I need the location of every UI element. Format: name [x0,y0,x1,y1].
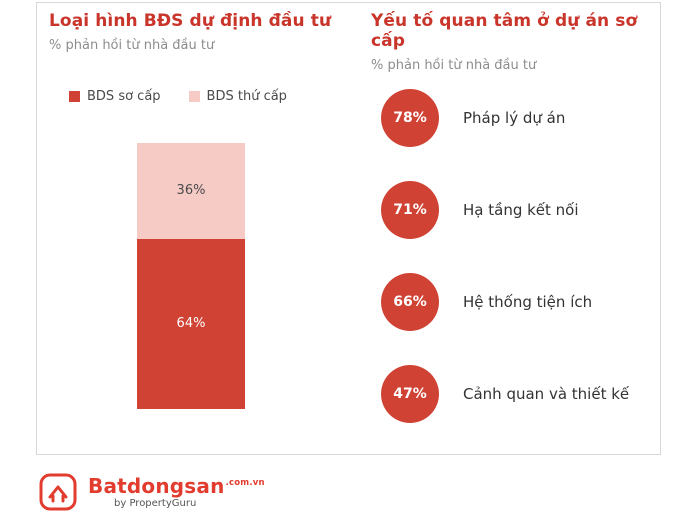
right-panel-subtitle: % phản hồi từ nhà đầu tư [371,58,537,73]
right-chart-panel: Yếu tố quan tâm ở dự án sơ cấp % phản hồ… [371,11,653,73]
factor-label: Hệ thống tiện ích [463,293,593,311]
batdongsan-logo-icon [38,472,78,512]
footer-brand: Batdongsan.com.vn by PropertyGuru [38,472,265,512]
bar-label-primary: 64% [176,316,206,332]
legend-label-secondary: BDS thứ cấp [206,89,287,104]
legend-swatch-secondary-icon [188,91,200,102]
left-panel-title: Loại hình BĐS dự định đầu tư [49,11,332,31]
bar-segment-primary: 64% [137,238,245,409]
brand-name: Batdongsan.com.vn [88,476,265,496]
left-panel-subtitle: % phản hồi từ nhà đầu tư [49,38,215,53]
right-panel-title: Yếu tố quan tâm ở dự án sơ cấp [371,11,638,51]
chart-container: Loại hình BĐS dự định đầu tư % phản hồi … [36,2,661,455]
list-item: 71% Hạ tầng kết nối [371,181,653,239]
legend-label-primary: BDS sơ cấp [87,89,161,104]
list-item: 47% Cảnh quan và thiết kế [371,365,653,423]
list-item: 78% Pháp lý dự án [371,89,653,147]
factor-label: Hạ tầng kết nối [463,201,579,219]
legend: BDS sơ cấp BDS thứ cấp [69,89,287,104]
brand-name-text: Batdongsan [88,473,225,498]
brand-byline: by PropertyGuru [114,497,197,509]
legend-swatch-primary-icon [69,91,80,102]
legend-item-primary: BDS sơ cấp [69,89,161,104]
list-item: 66% Hệ thống tiện ích [371,273,653,331]
factor-value-badge: 71% [381,181,439,239]
stacked-bar: 36% 64% [137,143,245,409]
factor-value-badge: 47% [381,365,439,423]
bar-segment-secondary: 36% [137,143,245,239]
legend-item-secondary: BDS thứ cấp [188,89,287,104]
bar-label-secondary: 36% [176,183,206,199]
factor-value-badge: 78% [381,89,439,147]
factor-value-badge: 66% [381,273,439,331]
brand-domain-suffix: .com.vn [225,477,265,488]
left-chart-panel: Loại hình BĐS dự định đầu tư % phản hồi … [49,11,359,53]
factor-label: Cảnh quan và thiết kế [463,385,630,403]
factor-label: Pháp lý dự án [463,109,566,127]
factor-list: 78% Pháp lý dự án 71% Hạ tầng kết nối 66… [371,89,653,457]
brand-text: Batdongsan.com.vn by PropertyGuru [88,476,265,509]
